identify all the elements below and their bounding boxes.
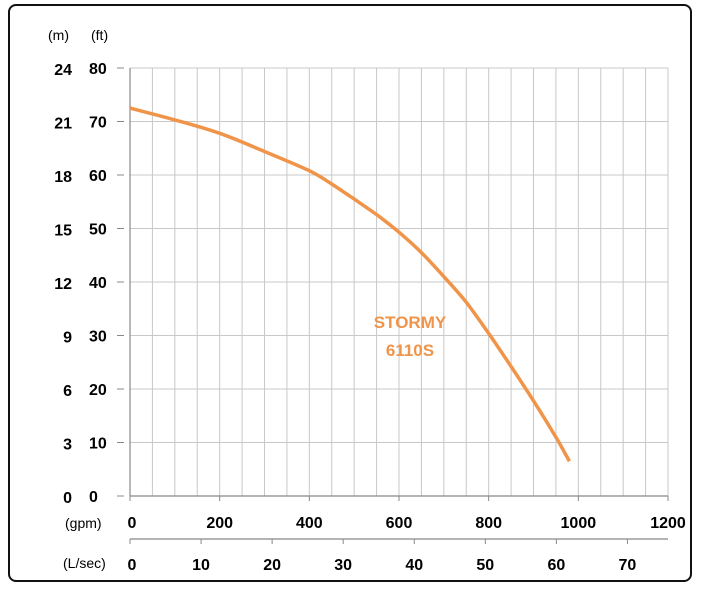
x-tick-label-lsec: 50: [476, 557, 494, 574]
y-unit-ft: (ft): [91, 27, 108, 43]
series-line-stormy-6110s: [129, 106, 571, 463]
y-tick-label-ft: 0: [89, 489, 98, 506]
y-tick-label-ft: 50: [89, 222, 107, 239]
axes: [117, 67, 669, 544]
y-tick-label-ft: 70: [89, 115, 107, 132]
y-tick-label-ft: 80: [89, 61, 107, 78]
x-tick-label-gpm: 400: [296, 515, 323, 532]
x-unit-lsec: (L/sec): [63, 555, 106, 571]
y-tick-label-m: 24: [54, 62, 72, 79]
x-tick-label-gpm: 800: [475, 515, 502, 532]
x-tick-label-lsec: 0: [128, 557, 137, 574]
x-tick-label-lsec: 40: [405, 557, 423, 574]
y-tick-label-m: 21: [54, 116, 72, 133]
x-tick-label-lsec: 60: [547, 557, 565, 574]
x-tick-label-lsec: 10: [192, 557, 210, 574]
x-tick-label-lsec: 30: [334, 557, 352, 574]
x-tick-label-gpm: 1000: [561, 515, 597, 532]
y-tick-label-m: 6: [63, 383, 72, 400]
y-tick-label-ft: 10: [89, 436, 107, 453]
y-tick-label-m: 3: [63, 437, 72, 454]
y-tick-label-ft: 60: [89, 168, 107, 185]
chart-frame: [8, 4, 692, 582]
y-tick-label-ft: 20: [89, 382, 107, 399]
curve-label-line1: STORMY: [374, 313, 447, 332]
x-tick-label-gpm: 0: [128, 515, 137, 532]
x-tick-label-gpm: 1200: [650, 515, 686, 532]
y-tick-label-ft: 30: [89, 329, 107, 346]
y-tick-label-ft: 40: [89, 275, 107, 292]
y-tick-label-m: 0: [63, 490, 72, 507]
y-unit-m: (m): [48, 27, 69, 43]
x-tick-label-gpm: 200: [206, 515, 233, 532]
y-tick-label-m: 12: [54, 276, 72, 293]
curve-label-line2: 6110S: [386, 341, 434, 360]
grid-lines: [129, 67, 669, 497]
x-tick-label-gpm: 600: [386, 515, 413, 532]
y-tick-label-m: 18: [54, 169, 72, 186]
x-tick-label-lsec: 20: [263, 557, 281, 574]
x-unit-gpm: (gpm): [65, 515, 102, 531]
y-tick-label-m: 15: [54, 223, 72, 240]
x-tick-label-lsec: 70: [619, 557, 637, 574]
y-tick-label-m: 9: [63, 330, 72, 347]
